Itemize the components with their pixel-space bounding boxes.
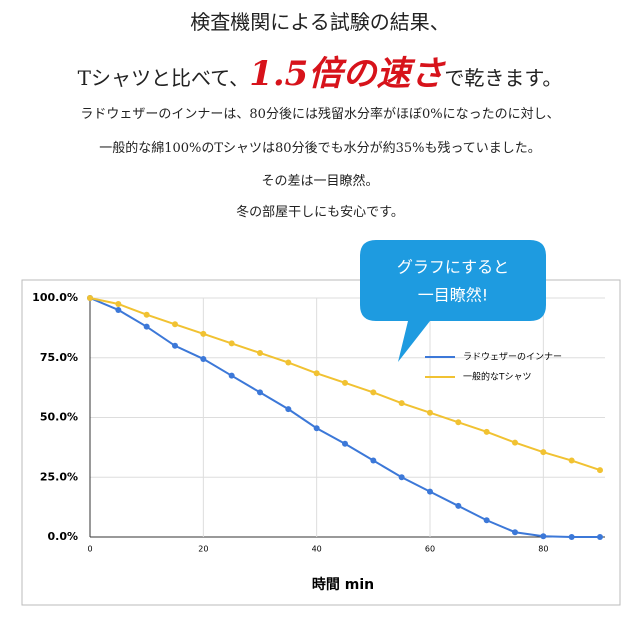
data-point	[313, 370, 320, 377]
x-tick-label: 40	[312, 545, 322, 554]
data-point	[285, 406, 292, 413]
data-point	[512, 439, 518, 446]
body-text: 一般的な綿100%のTシャツは80分後でも水分が約35%も残っていました。	[99, 141, 541, 156]
highlight: 1.5倍の速さ	[249, 54, 445, 94]
headline: Tシャツと比べて、1.5倍の速さで乾きます。	[0, 46, 640, 95]
data-point	[512, 529, 518, 536]
data-point	[172, 321, 178, 328]
data-point	[200, 355, 207, 362]
data-point	[370, 389, 377, 396]
data-point	[398, 474, 405, 481]
data-point	[115, 306, 122, 313]
body-text: ラドウェザーのインナーは、80分後には残留水分率がほぼ0%になったのに対し、	[80, 107, 560, 122]
body-text: 冬の部屋干しにも安心です。	[236, 205, 404, 220]
data-point	[597, 467, 603, 474]
y-tick-label: 25.0%	[40, 470, 78, 483]
x-tick-label: 60	[425, 545, 435, 554]
data-point	[285, 359, 292, 366]
data-point	[427, 488, 433, 495]
data-point	[87, 295, 93, 301]
callout-text: 一目瞭然!	[418, 286, 488, 305]
y-tick-label: 50.0%	[40, 411, 78, 424]
data-point	[143, 311, 150, 318]
data-point	[455, 502, 462, 509]
data-point	[143, 323, 150, 330]
data-point	[257, 389, 263, 396]
data-point	[568, 457, 575, 464]
data-point	[398, 400, 405, 407]
data-point	[228, 340, 235, 347]
data-point	[370, 457, 377, 464]
data-point	[483, 517, 490, 524]
headline: 検査機関による試験の結果、	[190, 10, 450, 34]
data-point	[540, 449, 547, 456]
x-tick-label: 80	[538, 545, 548, 554]
data-point	[342, 379, 348, 386]
y-tick-label: 75.0%	[40, 351, 78, 364]
callout-bubble	[360, 240, 546, 362]
data-point	[483, 428, 490, 435]
chart-frame	[21, 279, 621, 606]
data-point	[200, 330, 207, 337]
data-point	[455, 419, 462, 426]
data-point	[313, 425, 320, 432]
x-tick-label: 0	[87, 545, 92, 554]
data-point	[115, 300, 122, 307]
y-tick-label: 0.0%	[47, 530, 78, 543]
data-point	[257, 349, 263, 356]
data-point	[568, 534, 575, 540]
data-point	[228, 372, 235, 379]
headline-part: Tシャツと比べて、	[77, 66, 250, 90]
data-point	[342, 440, 348, 447]
callout-text: グラフにすると	[397, 258, 509, 277]
x-tick-label: 20	[198, 545, 208, 554]
body-text: その差は一目瞭然。	[261, 174, 379, 189]
x-axis-label: 時間 min	[312, 576, 374, 593]
headline-part: で乾きます。	[444, 66, 563, 90]
y-tick-label: 100.0%	[32, 291, 78, 304]
data-point	[540, 533, 547, 540]
legend-label: 一般的なTシャツ	[463, 371, 532, 383]
data-point	[597, 534, 603, 540]
data-point	[172, 342, 178, 349]
data-point	[427, 409, 433, 416]
legend-label: ラドウェザーのインナー	[463, 352, 562, 363]
